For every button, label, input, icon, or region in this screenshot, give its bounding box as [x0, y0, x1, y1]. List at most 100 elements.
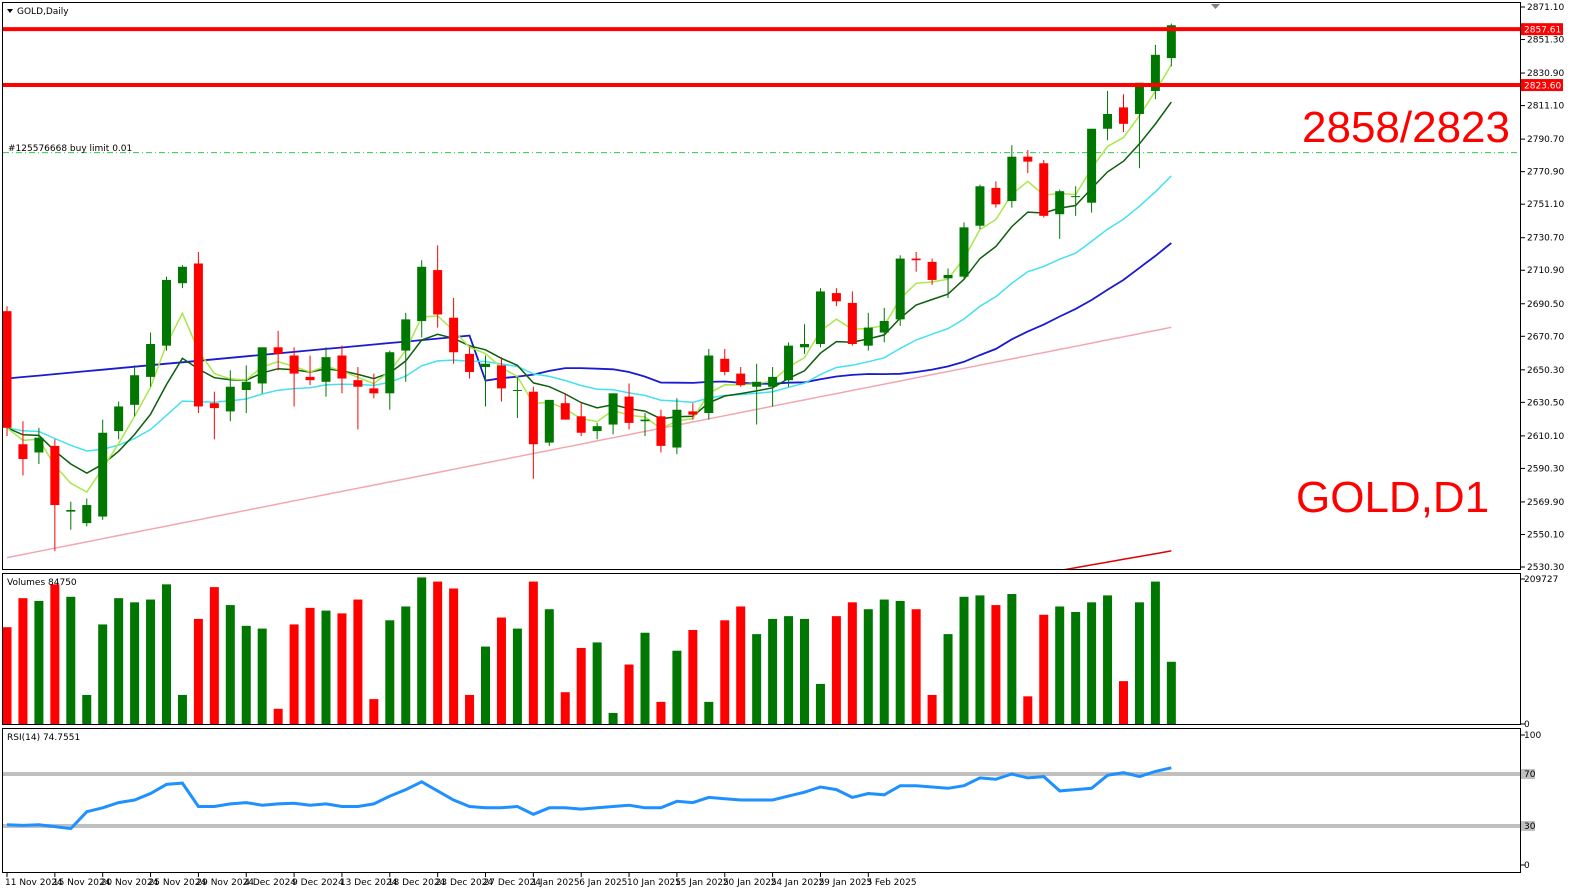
price-tick-label: 2730.70 — [1527, 234, 1564, 244]
time-tick-label: 24 Jan 2025 — [771, 878, 825, 888]
volume-bar — [800, 618, 809, 724]
volume-bar — [640, 632, 650, 724]
candle-body — [18, 444, 28, 460]
time-tick-label: 15 Nov 2024 — [53, 878, 111, 888]
symbol-annotation: GOLD,D1 — [1296, 473, 1489, 522]
volume-bar — [18, 598, 28, 724]
candle-body — [273, 347, 283, 354]
candle — [1087, 128, 1097, 213]
candle-body — [449, 317, 459, 353]
candle-body — [433, 270, 443, 315]
candle-body — [1134, 82, 1144, 114]
candle-body — [369, 388, 379, 394]
candle — [257, 347, 267, 394]
candle — [544, 399, 554, 446]
candle-body — [305, 376, 315, 381]
volume-axis: 209727 0 — [1521, 575, 1558, 730]
volume-bar — [624, 664, 634, 724]
price-tick-label: 2610.10 — [1527, 432, 1564, 442]
price-axis: 2871.10 2851.30 2830.90 2811.10 2790.70 2770.… — [1521, 3, 1564, 573]
volume-pane-frame — [2, 573, 1521, 725]
candle — [959, 222, 969, 280]
candle-body — [146, 344, 156, 377]
volume-bar — [975, 595, 985, 724]
price-tick-label: 2790.70 — [1527, 135, 1564, 145]
candle — [177, 265, 187, 289]
candle-body — [193, 263, 203, 407]
volume-bar — [1134, 602, 1144, 724]
candle-body — [209, 403, 219, 409]
price-tick-label: 2550.10 — [1527, 530, 1564, 540]
volume-bar — [130, 602, 140, 724]
volume-bar — [1087, 602, 1097, 724]
price-tick-label: 2710.90 — [1527, 266, 1564, 276]
candle — [225, 370, 235, 422]
candle — [401, 312, 411, 382]
candle-body — [688, 411, 698, 415]
volume-bars — [3, 577, 1176, 724]
candle-body — [736, 373, 746, 386]
candle — [815, 288, 825, 348]
window-menu-triangle-icon[interactable] — [7, 9, 13, 13]
candle — [146, 332, 156, 387]
order-label[interactable]: #125576668 buy limit 0.01 — [8, 144, 132, 154]
candle-body — [592, 426, 602, 432]
candle-body — [1039, 163, 1049, 216]
candle — [130, 365, 140, 417]
volume-bar — [465, 694, 475, 724]
candle-body — [672, 409, 682, 448]
volume-bar — [401, 606, 411, 724]
candle — [784, 342, 794, 387]
volume-bar — [704, 701, 714, 724]
rsi-series — [3, 766, 1520, 831]
volume-bar — [752, 634, 762, 724]
candle — [1055, 189, 1065, 239]
volume-bar — [82, 694, 92, 724]
candle-body — [927, 261, 937, 280]
candle — [305, 355, 315, 386]
volume-bar — [544, 609, 554, 724]
candle — [1023, 150, 1033, 174]
candle — [209, 391, 219, 440]
candle-body — [66, 509, 76, 512]
candle — [1150, 44, 1160, 100]
volume-bar — [369, 699, 379, 724]
volume-bar — [321, 610, 331, 724]
candle-body — [800, 344, 809, 348]
price-tick-label: 2670.70 — [1527, 332, 1564, 342]
volume-bar — [863, 609, 873, 724]
level-price-tag — [1521, 23, 1563, 36]
candle-body — [130, 375, 140, 405]
rsi-tick-label: 100 — [1524, 731, 1541, 741]
volume-pane-title: Volumes 84750 — [7, 578, 77, 588]
price-tick-label: 2690.50 — [1527, 300, 1564, 310]
volume-bar — [385, 620, 395, 724]
time-tick-label: 20 Nov 2024 — [101, 878, 159, 888]
candle — [241, 365, 251, 414]
candle — [98, 419, 108, 520]
volume-bar — [879, 599, 889, 724]
candle-body — [241, 381, 251, 391]
candle — [369, 373, 379, 399]
candle-body — [1071, 196, 1081, 198]
volume-bar — [289, 624, 299, 724]
candle-body — [496, 365, 506, 389]
time-tick-label: 3 Feb 2025 — [866, 878, 916, 888]
candle — [624, 383, 634, 430]
candle — [528, 386, 538, 479]
volume-bar — [496, 617, 506, 724]
volume-bar — [768, 618, 778, 724]
candle — [417, 260, 427, 338]
ma-pink-line — [6, 326, 1172, 559]
volume-bar — [847, 602, 857, 724]
candle — [3, 306, 12, 437]
level-price-label: 2857.61 — [1524, 26, 1561, 36]
volume-bar — [417, 577, 427, 724]
candle-body — [943, 275, 953, 279]
candle-body — [289, 355, 299, 374]
candle-body — [401, 319, 411, 351]
horizontal-levels[interactable]: 2857.61 2823.60 — [3, 23, 1563, 92]
volume-bar — [959, 596, 969, 724]
chart-shift-marker-icon[interactable] — [1211, 4, 1220, 9]
candle-body — [640, 419, 650, 422]
